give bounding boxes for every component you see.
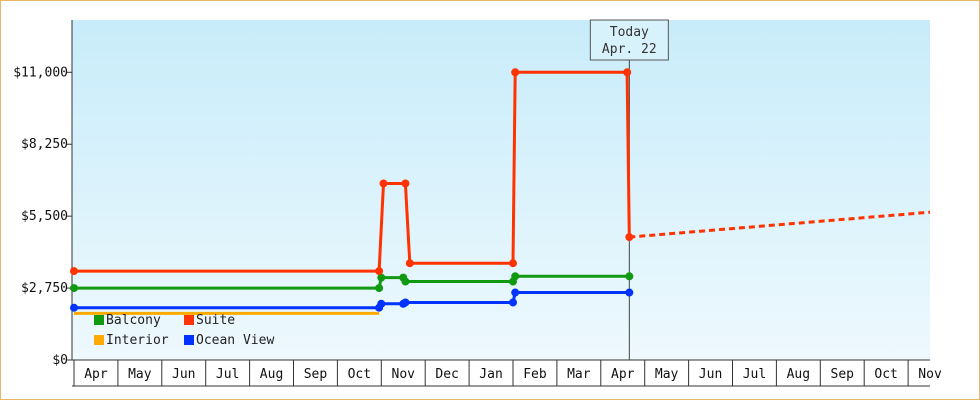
data-point bbox=[511, 272, 520, 281]
x-tick-label: Jun bbox=[699, 367, 722, 382]
legend-item-interior: Interior bbox=[94, 333, 169, 348]
today-marker: Today Apr. 22 bbox=[589, 19, 669, 360]
x-tick-label: Oct bbox=[348, 367, 371, 382]
x-tick-label: Jun bbox=[172, 367, 195, 382]
series-suite bbox=[70, 68, 931, 276]
y-axis: $0 $2,750 $5,500 $8,250 $11,000 bbox=[13, 20, 73, 368]
today-date-label: Apr. 22 bbox=[602, 42, 657, 57]
x-tick-label: Oct bbox=[874, 367, 897, 382]
x-tick-label: May bbox=[128, 367, 152, 382]
x-tick-label: Apr bbox=[84, 367, 108, 382]
legend-swatch bbox=[94, 315, 104, 325]
data-point bbox=[70, 267, 78, 276]
legend: Balcony Suite Interior Ocean View bbox=[94, 313, 274, 348]
legend-label: Interior bbox=[106, 333, 169, 348]
data-point bbox=[625, 233, 634, 242]
forecast-line bbox=[629, 210, 931, 239]
y-tick-label: $2,750 bbox=[21, 281, 68, 296]
x-tick-label: Sep bbox=[304, 367, 328, 382]
x-tick-label: Jan bbox=[479, 367, 502, 382]
series-ocean-view bbox=[70, 288, 634, 312]
x-axis: Apr May Jun Jul Aug Sep Oct Nov Dec Jan Feb Mar Apr M… bbox=[72, 359, 942, 387]
legend-label: Suite bbox=[196, 313, 235, 328]
x-tick-label: Mar bbox=[567, 367, 591, 382]
today-label: Today bbox=[610, 25, 649, 40]
y-tick-label: $0 bbox=[52, 353, 68, 368]
data-point bbox=[509, 259, 517, 268]
x-tick-label: Nov bbox=[392, 367, 416, 382]
data-point bbox=[405, 259, 414, 268]
data-point bbox=[70, 284, 78, 293]
legend-swatch bbox=[94, 335, 104, 345]
legend-item-suite: Suite bbox=[184, 313, 235, 328]
x-tick-label: Feb bbox=[523, 367, 547, 382]
x-tick-label: Aug bbox=[787, 367, 810, 382]
data-point bbox=[375, 284, 384, 293]
data-point bbox=[625, 272, 634, 281]
data-point bbox=[377, 273, 386, 282]
data-point bbox=[401, 277, 410, 286]
data-point bbox=[511, 68, 520, 77]
legend-swatch bbox=[184, 335, 194, 345]
x-tick-label: Sep bbox=[831, 367, 855, 382]
y-tick-label: $8,250 bbox=[21, 137, 68, 152]
data-point bbox=[625, 288, 634, 297]
today-label-box bbox=[589, 19, 669, 61]
data-point bbox=[377, 299, 386, 308]
data-point bbox=[375, 267, 384, 276]
data-point bbox=[623, 68, 632, 77]
legend-label: Ocean View bbox=[196, 333, 274, 348]
legend-item-balcony: Balcony bbox=[94, 313, 161, 328]
series-layer bbox=[70, 68, 931, 315]
legend-swatch bbox=[184, 315, 194, 325]
data-point bbox=[511, 288, 520, 297]
legend-item-ocean-view: Ocean View bbox=[184, 333, 274, 348]
x-tick-label: Apr bbox=[611, 367, 635, 382]
x-tick-label: Jul bbox=[743, 367, 766, 382]
data-point bbox=[401, 179, 410, 188]
data-point bbox=[509, 298, 517, 307]
data-point bbox=[379, 179, 388, 188]
data-point bbox=[401, 298, 410, 307]
x-tick-label: Jul bbox=[216, 367, 239, 382]
y-tick-label: $5,500 bbox=[21, 209, 68, 224]
x-tick-label: Dec bbox=[435, 367, 458, 382]
x-tick-label: Nov bbox=[918, 367, 942, 382]
x-tick-label: May bbox=[655, 367, 679, 382]
data-point bbox=[70, 303, 78, 312]
y-tick-label: $11,000 bbox=[13, 65, 68, 80]
x-tick-label: Aug bbox=[260, 367, 283, 382]
series-balcony bbox=[70, 272, 634, 293]
legend-label: Balcony bbox=[106, 313, 161, 328]
